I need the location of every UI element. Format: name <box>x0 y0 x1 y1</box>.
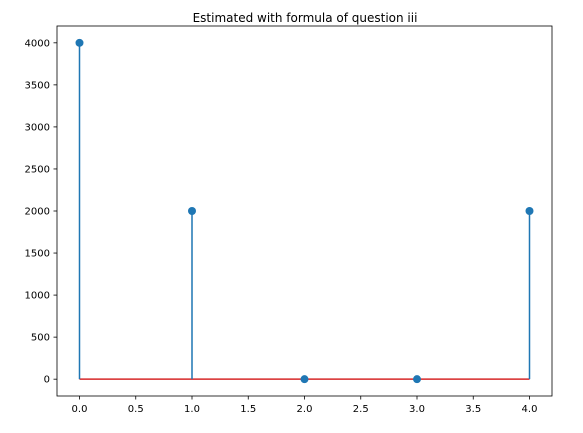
stem-marker <box>75 38 84 47</box>
y-axis: 0 500 1000 1500 2000 2500 3000 3500 4000 <box>25 38 57 386</box>
stem-marker <box>188 207 196 215</box>
plot-area <box>56 25 553 397</box>
y-tick-label: 2000 <box>25 207 50 218</box>
y-tick-label: 1500 <box>25 249 50 260</box>
stem-marker <box>300 375 309 384</box>
stem-marker <box>413 375 421 384</box>
x-axis: 0.0 0.5 1.0 1.5 2.0 2.5 3.0 3.5 4.0 <box>72 396 538 415</box>
y-tick-label: 3000 <box>25 122 50 133</box>
stems <box>78 42 531 380</box>
x-tick-label: 1.0 <box>184 404 200 415</box>
x-tick-label: 3.0 <box>409 404 425 415</box>
y-tick-label: 4000 <box>25 38 50 49</box>
x-tick-label: 3.5 <box>465 404 481 415</box>
x-tick-label: 4.0 <box>522 404 538 415</box>
y-tick-label: 1000 <box>25 291 50 302</box>
x-tick-label: 2.0 <box>297 404 313 415</box>
markers <box>75 38 534 384</box>
y-tick-label: 500 <box>31 333 50 344</box>
x-tick-label: 0.0 <box>72 404 88 415</box>
y-tick-label: 3500 <box>25 80 50 91</box>
x-tick-label: 1.5 <box>240 404 256 415</box>
y-tick-label: 2500 <box>25 164 50 175</box>
y-tick-label: 0 <box>44 375 50 386</box>
x-tick-label: 0.5 <box>128 404 144 415</box>
chart-title: Estimated with formula of question iii <box>193 11 418 25</box>
stem-marker <box>525 207 534 215</box>
x-tick-label: 2.5 <box>353 404 369 415</box>
